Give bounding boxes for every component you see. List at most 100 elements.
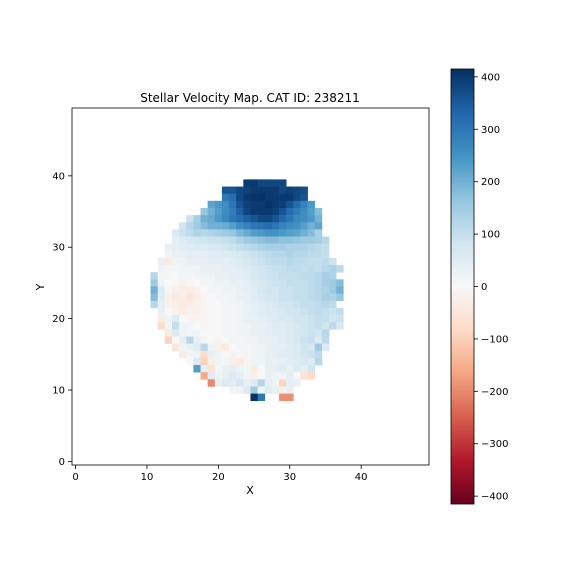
heatmap-cell [214,279,223,287]
heatmap-cell [236,357,244,366]
heatmap-cell [257,250,266,259]
heatmap-cell [264,386,273,394]
heatmap-cell [186,222,194,230]
heatmap-cell [321,236,330,244]
heatmap-cell [207,229,216,237]
heatmap-cell [186,329,194,337]
x-tick-label: 10 [141,472,154,483]
heatmap-cell [250,393,258,402]
heatmap-cell [314,215,323,223]
heatmap-cell [193,279,201,287]
heatmap-cell [271,365,280,373]
heatmap-cell [214,322,223,330]
heatmap-cell [307,200,316,209]
heatmap-cell [229,236,237,244]
heatmap-cell [271,200,280,209]
heatmap-cell [186,250,194,259]
heatmap-cell [314,293,323,302]
heatmap-cell [229,243,237,252]
heatmap-cell [264,200,273,209]
heatmap-cell [271,272,280,280]
heatmap-cell [257,372,266,380]
heatmap-cell [200,243,208,252]
heatmap-cell [236,336,244,344]
y-axis-label: Y [34,283,47,291]
heatmap-cell [236,307,244,316]
heatmap-cell [243,307,251,316]
heatmap-cell [279,307,287,316]
heatmap-cell [307,322,316,330]
heatmap-cell [286,315,294,323]
heatmap-cell [257,236,266,244]
heatmap-cell [264,336,273,344]
heatmap-cell [300,215,308,223]
heatmap-cell [293,229,301,237]
heatmap-cell [300,336,308,344]
y-axis-ticks: 0 10 20 30 40 [52,171,72,468]
heatmap-cell [264,272,273,280]
heatmap-cell [264,193,273,202]
heatmap-cell [293,186,301,194]
heatmap-cell [314,265,323,273]
heatmap-cell [207,300,216,309]
heatmap-cell [307,250,316,259]
heatmap-cell [171,257,180,266]
heatmap-cell [321,286,330,294]
heatmap-cell [271,229,280,237]
heatmap-cell [264,350,273,359]
heatmap-cell [214,315,223,323]
heatmap-cell [243,336,251,344]
heatmap-cell [257,379,266,387]
heatmap-cell [257,279,266,287]
heatmap-cell [314,350,323,359]
heatmap-cell [200,272,208,280]
heatmap-cell [286,279,294,287]
heatmap-cell [314,257,323,266]
heatmap-cell [179,329,187,337]
heatmap-cell [207,207,216,216]
heatmap-cell [214,200,223,209]
heatmap-cell [250,379,258,387]
heatmap-cell [229,379,237,387]
heatmap-cell [193,350,201,359]
heatmap-cell [236,265,244,273]
heatmap-cell [271,243,280,252]
heatmap-cell [250,336,258,344]
heatmap-cell [207,286,216,294]
heatmap-cell [243,215,251,223]
heatmap-cell [286,336,294,344]
heatmap-cell [293,272,301,280]
heatmap-cell [150,286,158,294]
heatmap-cell [286,215,294,223]
heatmap-cell [221,279,230,287]
heatmap-cell [229,372,237,380]
heatmap-cell [271,207,280,216]
heatmap-cell [186,350,194,359]
heatmap-cell [264,257,273,266]
heatmap-cell [236,293,244,302]
heatmap-cell [164,250,173,259]
heatmap-cell [207,272,216,280]
heatmap-cell [257,229,266,237]
heatmap-cell [250,179,258,187]
heatmap-cell [236,300,244,309]
heatmap-cell [257,300,266,309]
heatmap-cell [250,243,258,252]
heatmap-cell [186,307,194,316]
heatmap-cell [293,207,301,216]
heatmap-cell [214,250,223,259]
heatmap-cell [336,293,344,302]
heatmap-cell [229,286,237,294]
heatmap-cell [300,293,308,302]
heatmap-cell [200,286,208,294]
heatmap-cell [264,307,273,316]
heatmap-cell [207,307,216,316]
heatmap-cell [171,229,180,237]
heatmap-cell [221,329,230,337]
heatmap-cell [236,350,244,359]
heatmap-cell [243,293,251,302]
heatmap-cell [293,257,301,266]
heatmap-cell [271,193,280,202]
heatmap-cell [243,379,251,387]
heatmap-cell [257,179,266,187]
